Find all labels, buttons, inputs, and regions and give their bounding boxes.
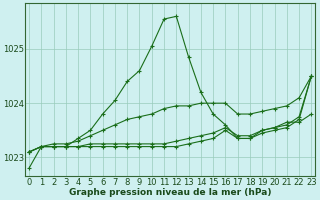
X-axis label: Graphe pression niveau de la mer (hPa): Graphe pression niveau de la mer (hPa) bbox=[69, 188, 271, 197]
